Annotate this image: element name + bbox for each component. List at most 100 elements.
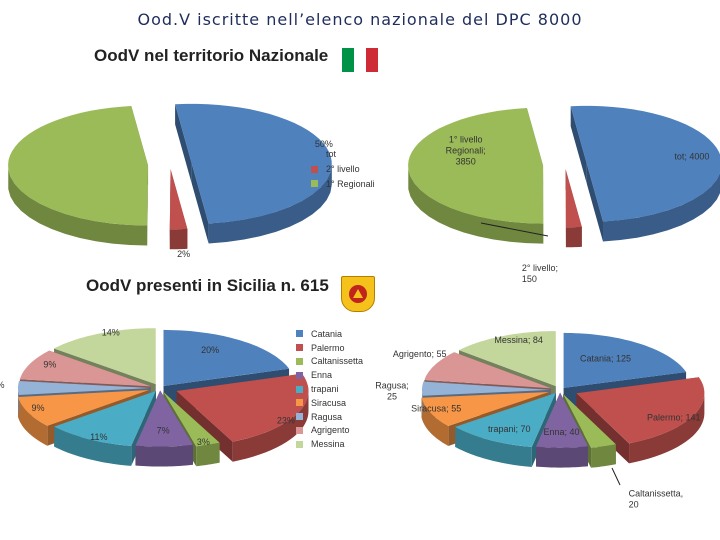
data-label-tot: tot; 4000	[674, 152, 709, 162]
data-label-messina: Messina; 84	[494, 335, 543, 345]
legend-item-1-regionali: 1° Regionali	[311, 176, 375, 191]
data-label-trapani: trapani; 70	[488, 424, 531, 434]
slice-edge-tot	[603, 173, 720, 242]
slice-side-1-regionali	[147, 165, 149, 246]
slice-edge-2-livello	[565, 226, 582, 248]
legend-label: 1° Regionali	[326, 178, 375, 189]
flag-stripe-white	[354, 48, 366, 72]
legend-label: Palermo	[311, 342, 345, 353]
slice-edge-ragusa	[18, 387, 20, 416]
legend-label: trapani	[311, 384, 339, 395]
slice-edge-2-livello	[169, 228, 188, 250]
data-label-palermo: Palermo; 141	[647, 412, 701, 422]
data-label-agrigento: 9%	[43, 359, 56, 369]
sicily-coat-of-arms-icon	[341, 276, 375, 312]
legend-swatch	[311, 150, 318, 158]
legend-swatch	[296, 330, 303, 338]
slice-edge-caltanissetta	[591, 444, 616, 468]
legend-label: Caltanissetta	[311, 356, 364, 367]
section-title-national: OodV nel territorio Nazionale	[94, 46, 329, 65]
data-label-2-livello: 2%	[177, 249, 190, 259]
legend-label: Ragusa	[311, 411, 343, 422]
slice-ragusa	[18, 381, 150, 395]
legend-swatch	[296, 440, 303, 448]
legend-item-siracusa: Siracusa	[296, 396, 363, 410]
leader-line-caltanissetta	[611, 467, 621, 486]
data-label-catania: Catania; 125	[580, 354, 631, 364]
slice-1-regionali	[8, 106, 149, 226]
data-label-siracusa: 9%	[31, 403, 44, 413]
pie-chart-national-values: tot; 4000 2° livello; 150 1° livello Regiona…	[408, 105, 720, 284]
data-label-palermo: 23%	[277, 415, 295, 425]
legend-swatch	[296, 385, 303, 393]
slice-edge-1-livello-regionali	[408, 169, 544, 244]
section-title-sicily: OodV presenti in Sicilia n. 615	[86, 276, 329, 295]
legend-label: Catania	[311, 328, 343, 339]
italian-flag-icon	[342, 48, 378, 72]
pie-chart-sicily-percent: 20% 23% 3% 7% 11% 9% 4% 9% 14%	[0, 328, 309, 467]
slice-edge-siracusa	[18, 397, 48, 446]
slice-trapani	[455, 392, 556, 447]
data-label-ragusa: Ragusa; 25	[375, 381, 409, 402]
legend-item-trapani: trapani	[296, 382, 363, 396]
slice-caltanissetta	[563, 394, 616, 448]
legend-label: Agrigento	[311, 425, 350, 436]
legend-item-catania: Catania	[296, 327, 363, 341]
legend-item-caltanissetta: Caltanissetta	[296, 355, 363, 369]
data-label-trapani: 11%	[90, 432, 107, 442]
slice-edge-caltanissetta	[196, 442, 220, 467]
data-label-enna: Enna; 40	[543, 427, 579, 437]
data-label-caltanissetta: Caltanissetta, 20	[629, 488, 684, 509]
data-label-agrigento: Agrigento; 55	[393, 349, 447, 359]
slice-edge-palermo	[232, 390, 309, 462]
slice-tot	[175, 103, 332, 224]
legend-sicily: Catania Palermo Caltanissetta Enna trapani Si…	[296, 327, 363, 451]
slice-enna	[536, 392, 588, 448]
slice-1-livello-regionali	[408, 108, 544, 224]
data-label-siracusa: Siracusa; 55	[411, 404, 461, 414]
legend-label: 2° livello	[326, 164, 360, 175]
slice-edge-palermo	[629, 393, 705, 464]
slice-side-tot	[191, 163, 209, 244]
slice-palermo	[576, 377, 705, 444]
data-label-messina: 14%	[102, 328, 120, 338]
slice-palermo	[176, 373, 309, 442]
slice-messina	[459, 331, 556, 387]
pie-chart-sicily-values: Catania; 125 Palermo; 141 Caltanissetta, 20…	[375, 331, 705, 509]
slice-edge-enna	[536, 446, 588, 468]
flag-stripe-red	[366, 48, 378, 72]
slice-siracusa	[18, 390, 149, 426]
slice-ragusa	[422, 381, 551, 396]
slice-trapani	[54, 390, 156, 446]
legend-label: tot	[326, 149, 337, 160]
slice-edge-trapani	[54, 426, 132, 466]
legend-item-ragusa: Ragusa	[296, 410, 363, 424]
legend-swatch	[311, 165, 318, 173]
slice-edge-trapani	[455, 426, 532, 467]
data-label-ragusa: 4%	[0, 380, 5, 390]
legend-swatch	[311, 180, 318, 188]
data-label-1-livello-regionali: 1° livello Regionali; 3850	[446, 134, 486, 166]
legend-label: Messina	[311, 439, 345, 450]
slice-edge-ragusa	[422, 389, 423, 416]
slice-side-tot	[586, 163, 604, 242]
legend-national: tot 2° livello 1° Regionali	[311, 147, 375, 191]
slide-title: Ood.V iscritte nell’elenco nazionale del…	[137, 10, 583, 29]
slice-side-tot	[175, 104, 192, 184]
slice-messina	[54, 328, 156, 385]
legend-swatch	[296, 399, 303, 407]
slice-catania	[163, 329, 290, 386]
slice-edge-siracusa	[421, 397, 449, 446]
legend-item-tot: tot	[311, 147, 375, 162]
data-label-tot: 50%	[315, 139, 333, 149]
data-label-catania: 20%	[201, 345, 219, 355]
legend-item-palermo: Palermo	[296, 341, 363, 355]
slice-caltanissetta	[163, 391, 220, 447]
data-label-caltanissetta: 3%	[197, 437, 210, 447]
legend-item-2-livello: 2° livello	[311, 162, 375, 177]
legend-label: Enna	[311, 370, 333, 381]
legend-swatch	[296, 371, 303, 379]
legend-item-enna: Enna	[296, 368, 363, 382]
slice-agrigento	[19, 350, 151, 387]
slice-2-livello	[565, 169, 582, 228]
